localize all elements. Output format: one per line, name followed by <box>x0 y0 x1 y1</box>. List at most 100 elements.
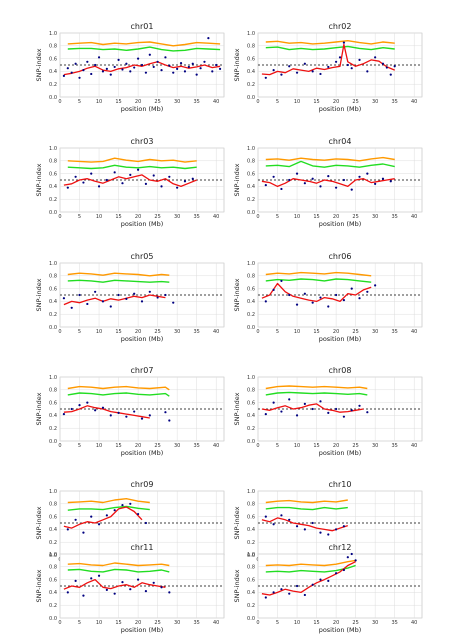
y-tick-label: 0.0 <box>247 616 255 622</box>
x-tick-label: 5 <box>276 620 279 626</box>
y-tick-label: 0.8 <box>247 565 255 571</box>
x-axis-label: position (Mb) <box>319 626 362 634</box>
snp-point <box>342 568 346 572</box>
series-line-upper <box>265 385 368 390</box>
snp-point <box>311 177 314 180</box>
snp-point <box>70 306 73 309</box>
series-line-snp_index <box>261 282 372 303</box>
series-line-snp_index <box>261 403 364 413</box>
y-tick-label: 1.0 <box>49 375 57 381</box>
snp-point <box>327 65 330 69</box>
snp-point <box>303 593 306 597</box>
snp-point <box>97 523 101 526</box>
x-tick-label: 35 <box>193 443 199 449</box>
snp-point <box>280 187 283 191</box>
series-line-lower <box>265 506 348 511</box>
y-tick-label: 0.6 <box>49 171 57 177</box>
x-tick-label: 30 <box>372 443 378 449</box>
x-tick-label: 35 <box>193 620 199 626</box>
snp-point <box>133 292 136 295</box>
snp-point <box>62 74 66 77</box>
x-tick-label: 5 <box>276 99 279 105</box>
chart-title: chr11 <box>131 543 154 552</box>
x-tick-label: 15 <box>313 443 319 449</box>
snp-point <box>140 417 144 420</box>
snp-point <box>160 69 163 72</box>
snp-point <box>272 288 275 291</box>
y-tick-label: 0.6 <box>49 514 57 520</box>
x-tick-label: 20 <box>135 443 141 449</box>
y-axis-label: SNP-index <box>35 278 43 311</box>
x-tick-label: 10 <box>96 443 102 449</box>
snp-point <box>179 61 183 65</box>
x-tick-label: 10 <box>294 329 300 335</box>
y-tick-label: 0.8 <box>247 274 255 280</box>
snp-point <box>90 515 93 518</box>
snp-point <box>218 67 222 70</box>
snp-point <box>280 410 283 413</box>
y-tick-label: 0.2 <box>49 540 57 546</box>
x-tick-label: 30 <box>174 620 180 626</box>
x-tick-label: 35 <box>193 329 199 335</box>
snp-point <box>295 414 299 417</box>
snp-point <box>381 62 385 65</box>
x-tick-label: 20 <box>333 99 339 105</box>
x-tick-label: 35 <box>391 99 397 105</box>
y-tick-label: 0.6 <box>49 56 57 62</box>
chart-panel-chr07: 0 5 10 15 20 25 30 35 40 0.0 0.2 0.4 0.6 0.8 1.0 chr07 p… <box>35 366 225 457</box>
series-line-snp_index <box>63 506 143 529</box>
snp-point <box>168 64 171 67</box>
chart-panel-chr09: 05101520253035400.00.20.40.60.81.0chr09p… <box>35 480 225 571</box>
x-tick-label: 25 <box>154 214 160 220</box>
chart-panel-chr05: 0 5 10 15 20 25 30 35 40 0.0 0.2 0.4 0.6 0.8 1.0 chr05 p… <box>35 252 225 343</box>
snp-point <box>86 401 89 404</box>
snp-point <box>160 185 163 188</box>
snp-point <box>393 65 396 68</box>
x-tick-label: 10 <box>294 214 300 220</box>
snp-point <box>90 172 93 175</box>
y-tick-label: 0.0 <box>247 553 255 559</box>
snp-point <box>164 293 167 297</box>
y-tick-label: 0.2 <box>49 82 57 88</box>
snp-point <box>374 182 377 185</box>
snp-point <box>295 172 299 175</box>
series-line-lower <box>67 46 221 52</box>
snp-point <box>191 177 194 180</box>
y-axis-label: SNP-index <box>35 48 43 81</box>
x-tick-label: 0 <box>58 620 61 626</box>
x-tick-label: 20 <box>135 329 141 335</box>
snp-point <box>133 410 136 413</box>
y-tick-label: 1.0 <box>247 31 255 37</box>
y-tick-label: 0.6 <box>49 286 57 292</box>
x-tick-label: 20 <box>333 214 339 220</box>
y-tick-label: 0.2 <box>247 426 255 432</box>
x-tick-label: 0 <box>256 99 259 105</box>
y-tick-label: 0.0 <box>247 325 255 331</box>
snp-point <box>164 411 167 414</box>
x-tick-label: 0 <box>256 329 259 335</box>
snp-point <box>187 65 190 69</box>
chart-panel-chr04: 0 5 10 15 20 25 30 35 40 0.0 0.2 0.4 0.6 0.8 1.0 chr04 p… <box>233 137 423 228</box>
snp-point <box>319 400 322 403</box>
snp-point <box>78 293 81 297</box>
snp-point <box>342 415 346 418</box>
x-tick-label: 0 <box>256 214 259 220</box>
x-tick-label: 20 <box>333 620 339 626</box>
x-axis-label: position (Mb) <box>121 626 164 634</box>
snp-point <box>133 66 136 69</box>
snp-point <box>117 58 120 61</box>
y-tick-label: 0.8 <box>247 502 255 508</box>
snp-point <box>176 186 179 189</box>
snp-point <box>264 515 267 518</box>
x-tick-label: 35 <box>391 443 397 449</box>
y-tick-label: 0.8 <box>49 565 57 571</box>
x-tick-label: 25 <box>154 443 160 449</box>
snp-point <box>191 62 194 65</box>
snp-point <box>62 297 66 300</box>
x-tick-label: 5 <box>276 214 279 220</box>
y-tick-label: 1.0 <box>49 261 57 267</box>
snp-point <box>90 577 93 580</box>
snp-point <box>272 401 275 404</box>
series-line-upper <box>265 40 395 45</box>
y-tick-label: 0.2 <box>247 312 255 318</box>
